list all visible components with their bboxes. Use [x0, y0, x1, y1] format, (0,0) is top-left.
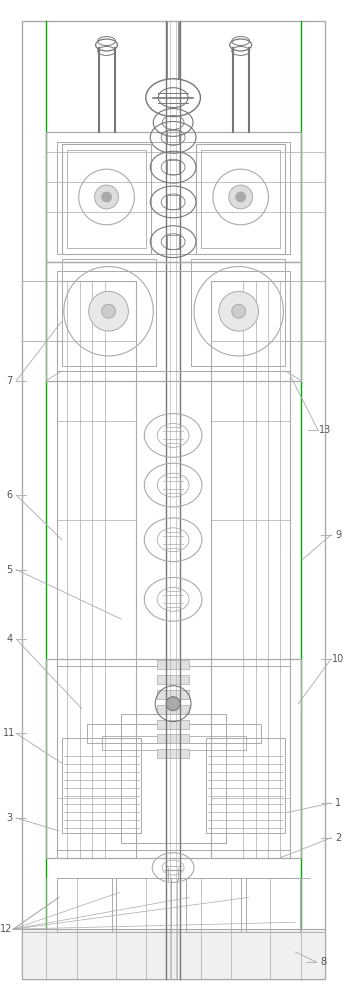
Circle shape [236, 192, 246, 202]
Bar [57, 878, 111, 932]
Bar [206, 738, 285, 833]
Bar [157, 720, 189, 729]
Circle shape [232, 304, 246, 318]
Bar [246, 878, 300, 932]
Text: 1: 1 [335, 798, 341, 808]
Text: 6: 6 [6, 490, 12, 500]
Bar [87, 724, 260, 743]
Bar [157, 734, 189, 743]
Bar [57, 281, 136, 858]
Bar [196, 144, 285, 254]
Bar [157, 705, 189, 714]
Text: 3: 3 [6, 813, 12, 823]
Bar [67, 150, 146, 248]
Bar [46, 132, 301, 262]
Circle shape [101, 304, 116, 318]
Bar [117, 878, 171, 932]
Circle shape [219, 291, 258, 331]
Bar [57, 142, 290, 254]
Bar [166, 591, 180, 607]
Bar [62, 259, 156, 366]
Text: 12: 12 [0, 924, 12, 934]
Bar [157, 675, 189, 684]
Bar [62, 144, 151, 254]
Bar [57, 666, 290, 850]
Text: 13: 13 [319, 425, 331, 435]
Bar [211, 281, 290, 858]
Circle shape [229, 185, 253, 209]
Circle shape [89, 291, 128, 331]
Bar [166, 427, 180, 443]
Bar [22, 929, 325, 979]
Bar [121, 714, 226, 843]
Bar [101, 736, 246, 750]
Bar [166, 477, 180, 493]
Bar [186, 878, 241, 932]
Text: 11: 11 [3, 728, 15, 738]
Text: 10: 10 [332, 654, 344, 664]
Text: 2: 2 [335, 833, 341, 843]
Bar [46, 262, 301, 381]
Text: 9: 9 [335, 530, 341, 540]
Text: 7: 7 [6, 376, 12, 386]
Bar [166, 532, 180, 548]
Bar [157, 690, 189, 699]
Bar [191, 259, 285, 366]
Circle shape [166, 697, 180, 711]
Circle shape [101, 192, 111, 202]
Bar [167, 235, 179, 249]
Bar [46, 659, 301, 858]
Bar [167, 195, 179, 209]
Bar [157, 660, 189, 669]
Bar [22, 21, 325, 979]
Bar [157, 749, 189, 758]
Bar [201, 150, 280, 248]
Text: 4: 4 [6, 634, 12, 644]
Bar [62, 738, 141, 833]
Circle shape [95, 185, 118, 209]
Bar [167, 130, 179, 144]
Text: 5: 5 [6, 565, 12, 575]
Bar [167, 160, 179, 174]
Text: 8: 8 [320, 957, 326, 967]
Bar [57, 271, 290, 371]
